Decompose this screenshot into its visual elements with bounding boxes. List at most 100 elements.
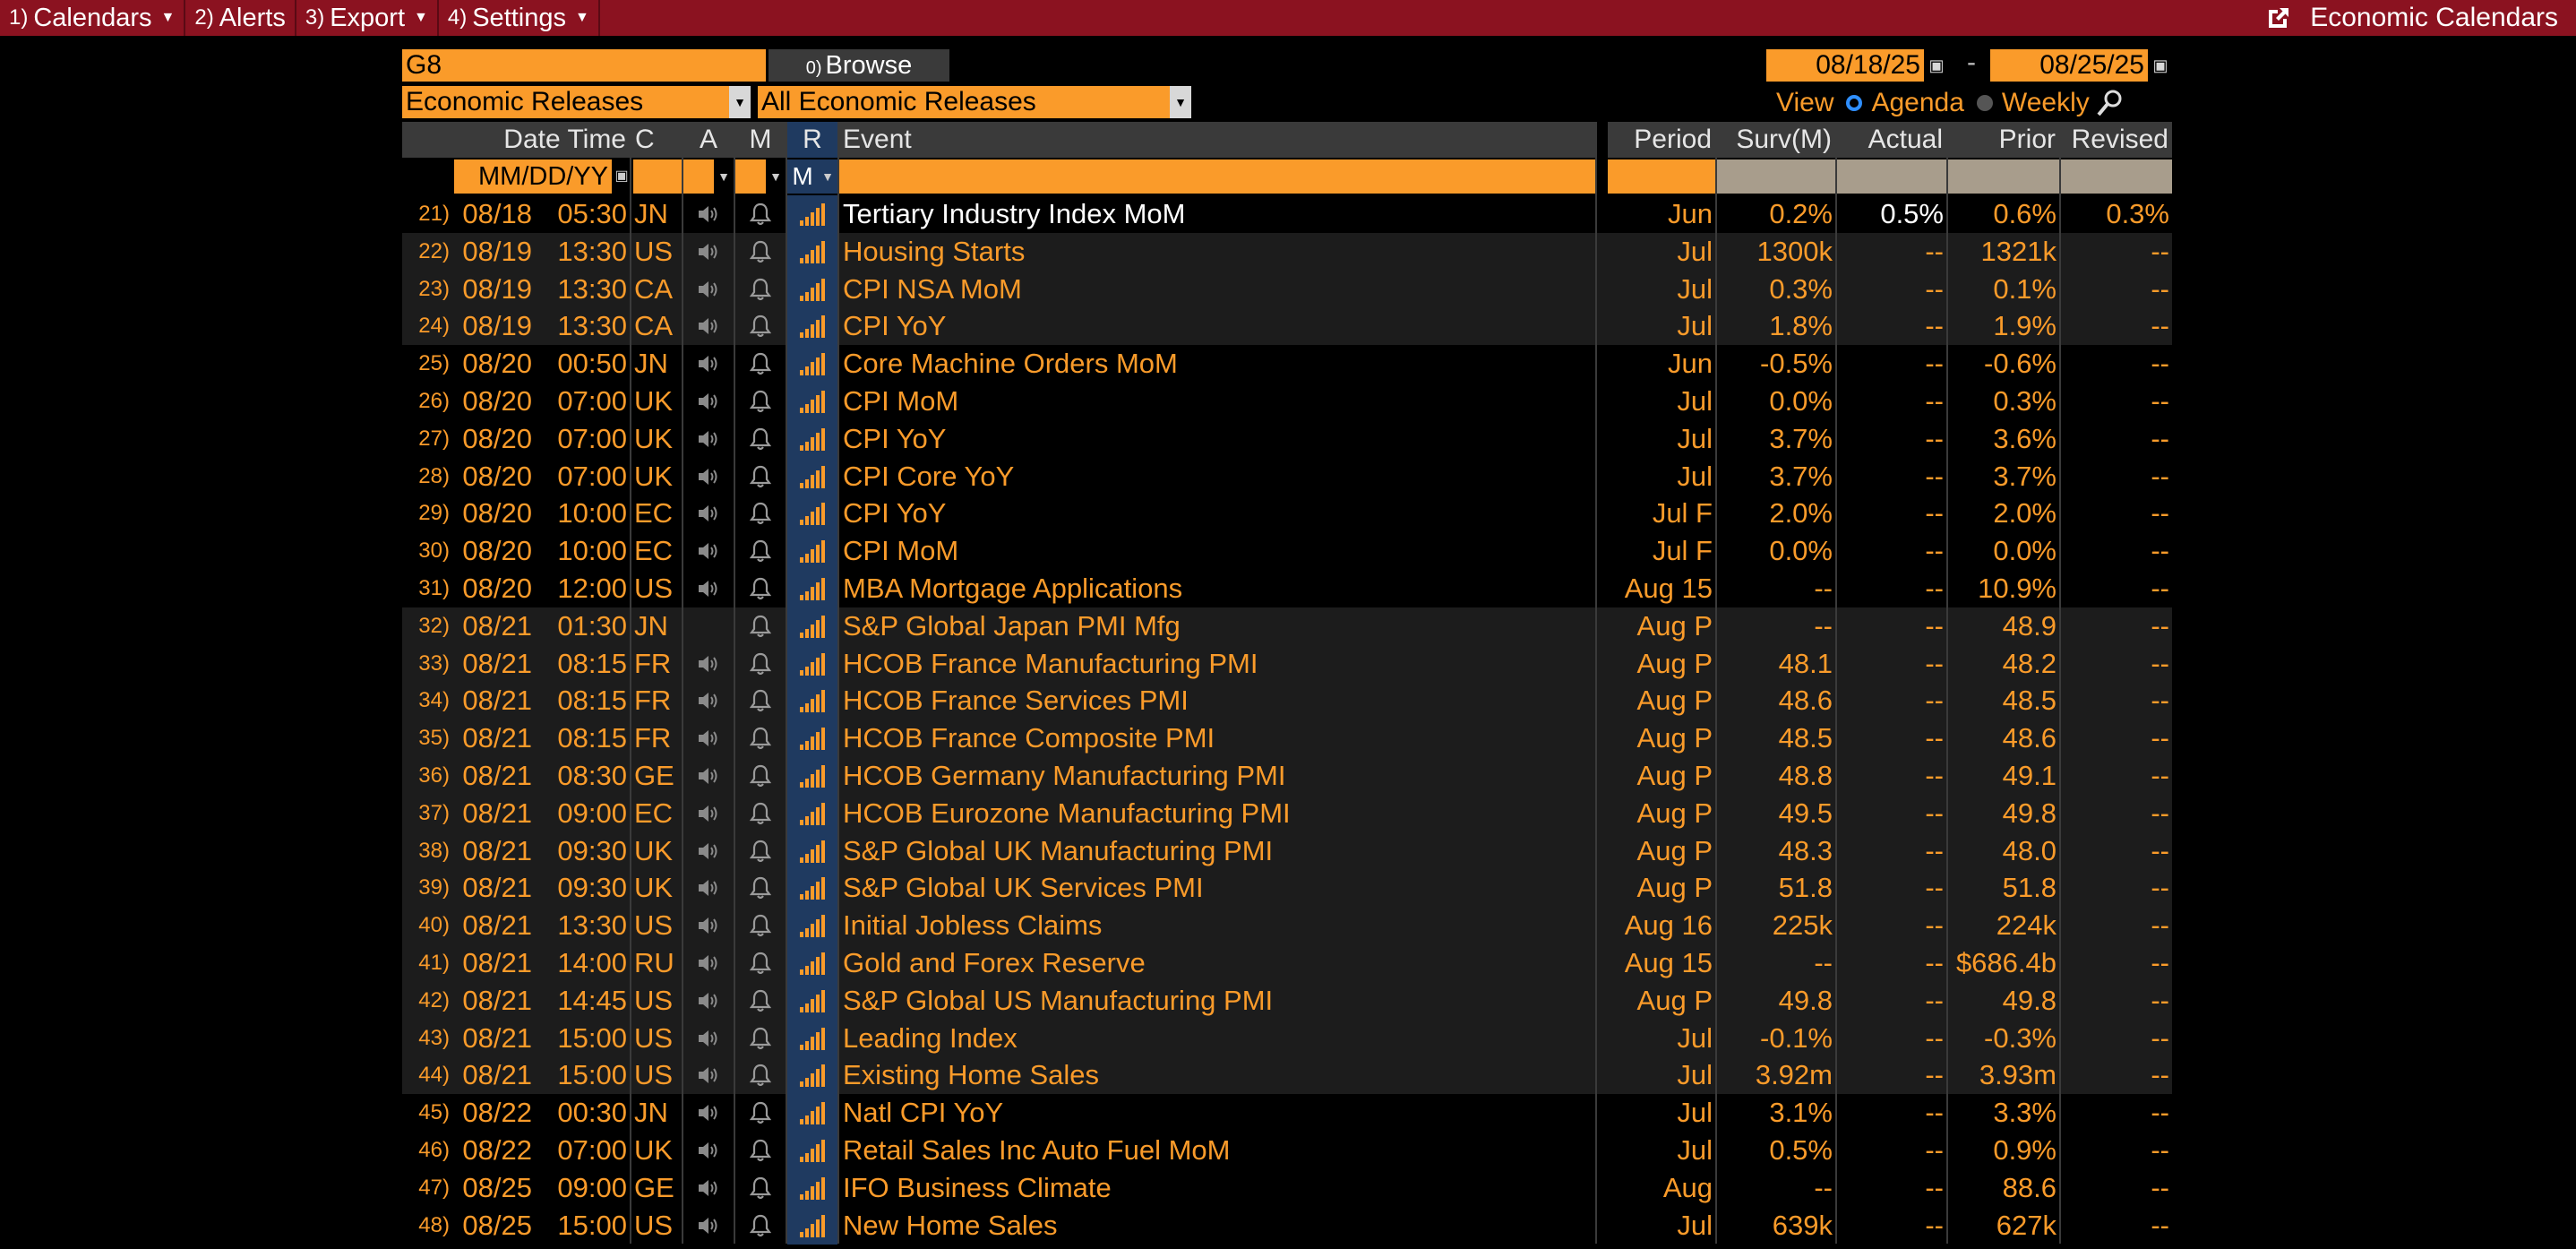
speaker-icon[interactable] xyxy=(683,1169,734,1207)
relevance-bars-icon[interactable] xyxy=(787,195,837,233)
relevance-filter[interactable]: M xyxy=(787,159,818,194)
relevance-bars-icon[interactable] xyxy=(787,232,837,271)
table-row[interactable]: 22 08/19 13:30 US Housing Starts Jul 130… xyxy=(402,232,2172,271)
row-event[interactable]: Leading Index xyxy=(843,1021,1018,1054)
speaker-icon[interactable] xyxy=(683,458,734,495)
chevron-down-icon[interactable]: ▼ xyxy=(1170,86,1191,118)
speaker-icon[interactable] xyxy=(683,271,734,308)
menu-calendars[interactable]: 1) Calendars ▼ xyxy=(0,0,186,36)
table-row[interactable]: 25 08/20 00:50 JN Core Machine Orders Mo… xyxy=(402,345,2172,383)
row-event[interactable]: CPI Core YoY xyxy=(843,460,1015,492)
speaker-icon[interactable] xyxy=(683,1132,734,1169)
bell-icon[interactable] xyxy=(735,682,786,719)
row-event[interactable]: S&P Global US Manufacturing PMI xyxy=(843,984,1274,1016)
table-row[interactable]: 28 08/20 07:00 UK CPI Core YoY Jul 3.7% … xyxy=(402,457,2172,495)
bell-icon[interactable] xyxy=(735,1056,786,1094)
col-header-period[interactable]: Period xyxy=(1608,122,1715,158)
speaker-icon[interactable] xyxy=(683,345,734,383)
speaker-icon[interactable] xyxy=(683,1207,734,1245)
table-row[interactable]: 33 08/21 08:15 FR HCOB France Manufactur… xyxy=(402,644,2172,683)
bell-icon[interactable] xyxy=(735,532,786,570)
bell-icon[interactable] xyxy=(735,195,786,233)
search-person-icon[interactable] xyxy=(2095,88,2125,118)
chevron-down-icon[interactable]: ▼ xyxy=(818,159,837,194)
row-event[interactable]: Initial Jobless Claims xyxy=(843,909,1103,942)
row-event[interactable]: Tertiary Industry Index MoM xyxy=(843,198,1186,229)
table-row[interactable]: 46 08/22 07:00 UK Retail Sales Inc Auto … xyxy=(402,1132,2172,1169)
col-header-revised[interactable]: Revised xyxy=(2061,122,2172,158)
table-row[interactable]: 41 08/21 14:00 RU Gold and Forex Reserve… xyxy=(402,944,2172,982)
speaker-icon[interactable] xyxy=(683,869,734,907)
row-event[interactable]: S&P Global UK Services PMI xyxy=(843,872,1204,904)
chevron-down-icon[interactable]: ▼ xyxy=(766,159,786,194)
speaker-icon[interactable] xyxy=(683,944,734,982)
relevance-bars-icon[interactable] xyxy=(787,757,837,795)
speaker-icon[interactable] xyxy=(683,907,734,944)
table-row[interactable]: 44 08/21 15:00 US Existing Home Sales Ju… xyxy=(402,1056,2172,1095)
bell-icon[interactable] xyxy=(735,307,786,345)
row-event[interactable]: Core Machine Orders MoM xyxy=(843,348,1178,380)
table-row[interactable]: 35 08/21 08:15 FR HCOB France Composite … xyxy=(402,719,2172,758)
bell-icon[interactable] xyxy=(735,1132,786,1169)
table-row[interactable]: 23 08/19 13:30 CA CPI NSA MoM Jul 0.3% -… xyxy=(402,270,2172,308)
table-row[interactable]: 24 08/19 13:30 CA CPI YoY Jul 1.8% -- 1.… xyxy=(402,307,2172,346)
row-event[interactable]: CPI YoY xyxy=(843,310,947,342)
bell-icon[interactable] xyxy=(735,944,786,982)
country-filter[interactable] xyxy=(633,159,682,194)
relevance-bars-icon[interactable] xyxy=(787,270,837,308)
bell-icon[interactable] xyxy=(735,233,786,271)
bell-icon[interactable] xyxy=(735,383,786,420)
table-row[interactable]: 29 08/20 10:00 EC CPI YoY Jul F 2.0% -- … xyxy=(402,495,2172,533)
bell-icon[interactable] xyxy=(735,1207,786,1245)
row-event[interactable]: S&P Global UK Manufacturing PMI xyxy=(843,834,1274,866)
bell-icon[interactable] xyxy=(735,795,786,832)
row-event[interactable]: Retail Sales Inc Auto Fuel MoM xyxy=(843,1134,1231,1166)
window-title-area[interactable]: Economic Calendars xyxy=(2265,0,2558,36)
table-row[interactable]: 36 08/21 08:30 GE HCOB Germany Manufactu… xyxy=(402,757,2172,795)
row-event[interactable]: IFO Business Climate xyxy=(843,1171,1112,1203)
table-row[interactable]: 43 08/21 15:00 US Leading Index Jul -0.1… xyxy=(402,1019,2172,1057)
col-header-actual[interactable]: Actual xyxy=(1837,122,1946,158)
speaker-icon[interactable] xyxy=(683,570,734,607)
relevance-bars-icon[interactable] xyxy=(787,794,837,832)
speaker-icon[interactable] xyxy=(683,195,734,233)
table-row[interactable]: 26 08/20 07:00 UK CPI MoM Jul 0.0% -- 0.… xyxy=(402,383,2172,420)
date-from-input[interactable]: 08/18/25 xyxy=(1766,49,1924,82)
speaker-icon[interactable] xyxy=(683,420,734,458)
browse-button[interactable]: 0) Browse xyxy=(769,49,949,82)
relevance-bars-icon[interactable] xyxy=(787,570,837,607)
row-event[interactable]: New Home Sales xyxy=(843,1209,1058,1241)
bell-icon[interactable] xyxy=(735,757,786,795)
row-event[interactable]: Gold and Forex Reserve xyxy=(843,947,1146,978)
speaker-icon[interactable] xyxy=(683,383,734,420)
relevance-bars-icon[interactable] xyxy=(787,607,837,645)
speaker-icon[interactable] xyxy=(683,645,734,683)
table-row[interactable]: 38 08/21 09:30 UK S&P Global UK Manufact… xyxy=(402,831,2172,870)
bell-icon[interactable] xyxy=(735,420,786,458)
table-row[interactable]: 30 08/20 10:00 EC CPI MoM Jul F 0.0% -- … xyxy=(402,532,2172,571)
alert-filter[interactable] xyxy=(735,159,766,194)
row-event[interactable]: HCOB France Manufacturing PMI xyxy=(843,647,1258,679)
relevance-bars-icon[interactable] xyxy=(787,383,837,420)
col-header-alert[interactable]: M xyxy=(735,122,786,158)
table-row[interactable]: 21 08/18 05:30 JN Tertiary Industry Inde… xyxy=(402,195,2172,233)
col-header-relevance[interactable]: R xyxy=(787,122,837,158)
relevance-bars-icon[interactable] xyxy=(787,907,837,945)
bell-icon[interactable] xyxy=(735,907,786,944)
row-event[interactable]: Natl CPI YoY xyxy=(843,1097,1004,1129)
chevron-down-icon[interactable]: ▼ xyxy=(729,86,751,118)
calendar-icon[interactable]: ▣ xyxy=(2150,49,2171,82)
table-row[interactable]: 45 08/22 00:30 JN Natl CPI YoY Jul 3.1% … xyxy=(402,1094,2172,1133)
row-event[interactable]: HCOB Germany Manufacturing PMI xyxy=(843,760,1286,791)
bell-icon[interactable] xyxy=(735,982,786,1020)
audio-filter[interactable] xyxy=(683,159,714,194)
view-weekly-label[interactable]: Weekly xyxy=(2001,88,2090,117)
table-row[interactable]: 48 08/25 15:00 US New Home Sales Jul 639… xyxy=(402,1206,2172,1245)
row-event[interactable]: CPI MoM xyxy=(843,385,959,417)
relevance-bars-icon[interactable] xyxy=(787,644,837,683)
speaker-icon[interactable] xyxy=(683,719,734,757)
date-to-input[interactable]: 08/25/25 xyxy=(1990,49,2148,82)
row-event[interactable]: CPI MoM xyxy=(843,535,959,567)
bell-icon[interactable] xyxy=(735,495,786,532)
menu-alerts[interactable]: 2) Alerts xyxy=(185,0,296,36)
